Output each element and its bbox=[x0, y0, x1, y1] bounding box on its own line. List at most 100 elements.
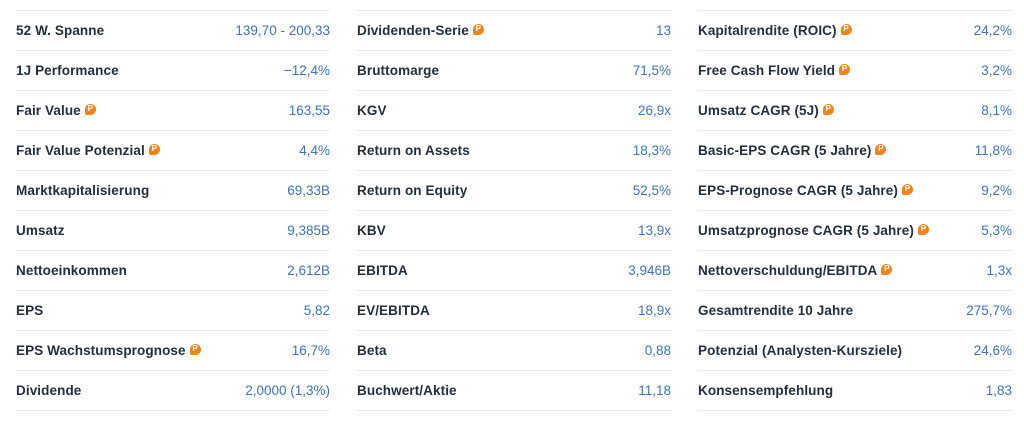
metric-value: 9,385B bbox=[287, 223, 330, 238]
metric-value: 26,9x bbox=[637, 103, 671, 118]
metric-label: Nettoverschuldung/EBITDA P bbox=[698, 263, 893, 278]
metric-label: Kapitalrendite (ROIC) P bbox=[698, 23, 852, 38]
metric-row: Umsatzprognose CAGR (5 Jahre) P 5,3% bbox=[698, 211, 1012, 251]
metric-row: Marktkapitalisierung 69,33B bbox=[16, 171, 330, 211]
metric-label: Marktkapitalisierung bbox=[16, 183, 150, 198]
pro-badge-icon[interactable]: P bbox=[917, 223, 929, 235]
metric-row: Free Cash Flow Yield P 3,2% bbox=[698, 51, 1012, 91]
metric-row: Gesamtrendite 10 Jahre 275,7% bbox=[698, 291, 1012, 331]
pro-badge-icon[interactable]: P bbox=[840, 23, 852, 35]
metrics-column-1: 52 W. Spanne 139,70 - 200,33 1J Performa… bbox=[16, 10, 330, 411]
metric-value: 1,83 bbox=[985, 383, 1012, 398]
metric-value: 24,6% bbox=[973, 343, 1012, 358]
metric-value: 16,7% bbox=[291, 343, 330, 358]
metric-value: 9,2% bbox=[981, 183, 1012, 198]
metric-row: EV/EBITDA 18,9x bbox=[357, 291, 671, 331]
pro-badge-icon[interactable]: P bbox=[875, 143, 887, 155]
metric-value: 3,2% bbox=[981, 63, 1012, 78]
metric-row: EPS-Prognose CAGR (5 Jahre) P 9,2% bbox=[698, 171, 1012, 211]
metric-row: Fair Value P 163,55 bbox=[16, 91, 330, 131]
metric-value: 18,3% bbox=[632, 143, 671, 158]
metric-label: Fair Value Potenzial P bbox=[16, 143, 160, 158]
metric-value: 275,7% bbox=[966, 303, 1012, 318]
metric-row: EBITDA 3,946B bbox=[357, 251, 671, 291]
metric-value: 163,55 bbox=[288, 103, 330, 118]
metric-label: EPS bbox=[16, 303, 44, 318]
pro-badge-icon[interactable]: P bbox=[822, 103, 834, 115]
metric-label: Konsensempfehlung bbox=[698, 383, 834, 398]
metric-value: 5,3% bbox=[981, 223, 1012, 238]
metric-label: EPS-Prognose CAGR (5 Jahre) P bbox=[698, 183, 913, 198]
metric-value: 5,82 bbox=[303, 303, 330, 318]
metric-value: 13,9x bbox=[637, 223, 671, 238]
metric-row: Buchwert/Aktie 11,18 bbox=[357, 371, 671, 411]
metric-row: Nettoeinkommen 2,612B bbox=[16, 251, 330, 291]
metric-label: EPS Wachstumsprognose P bbox=[16, 343, 201, 358]
metric-value: 71,5% bbox=[632, 63, 671, 78]
pro-badge-icon[interactable]: P bbox=[881, 263, 893, 275]
metric-value: 3,946B bbox=[628, 263, 671, 278]
metric-row: Umsatz CAGR (5J) P 8,1% bbox=[698, 91, 1012, 131]
metric-label: 1J Performance bbox=[16, 63, 119, 78]
metric-value: 24,2% bbox=[973, 23, 1012, 38]
metric-label: Umsatzprognose CAGR (5 Jahre) P bbox=[698, 223, 929, 238]
metric-row: Potenzial (Analysten-Kursziele) 24,6% bbox=[698, 331, 1012, 371]
metric-row: Beta 0,88 bbox=[357, 331, 671, 371]
metric-label: KGV bbox=[357, 103, 387, 118]
metric-row: EPS 5,82 bbox=[16, 291, 330, 331]
pro-badge-icon[interactable]: P bbox=[902, 183, 913, 195]
metric-row: Konsensempfehlung 1,83 bbox=[698, 371, 1012, 411]
metric-row: 1J Performance −12,4% bbox=[16, 51, 330, 91]
metrics-column-3: Kapitalrendite (ROIC) P 24,2% Free Cash F… bbox=[698, 10, 1012, 411]
metric-label: 52 W. Spanne bbox=[16, 23, 105, 38]
metric-value: 139,70 - 200,33 bbox=[235, 23, 330, 38]
metric-value: 2,612B bbox=[287, 263, 330, 278]
metric-value: 52,5% bbox=[632, 183, 671, 198]
metric-row: Return on Equity 52,5% bbox=[357, 171, 671, 211]
metric-label: Dividenden-Serie P bbox=[357, 23, 484, 38]
metric-label: Nettoeinkommen bbox=[16, 263, 127, 278]
metric-row: Return on Assets 18,3% bbox=[357, 131, 671, 171]
pro-badge-icon[interactable]: P bbox=[148, 143, 160, 155]
pro-badge-icon[interactable]: P bbox=[839, 63, 851, 75]
metric-value: 0,88 bbox=[644, 343, 671, 358]
metric-value: 18,9x bbox=[637, 303, 671, 318]
metric-label: KBV bbox=[357, 223, 386, 238]
metric-label: Basic-EPS CAGR (5 Jahre) P bbox=[698, 143, 887, 158]
metric-row: Dividende 2,0000 (1,3%) bbox=[16, 371, 330, 411]
metric-row: Fair Value Potenzial P 4,4% bbox=[16, 131, 330, 171]
metric-row: Basic-EPS CAGR (5 Jahre) P 11,8% bbox=[698, 131, 1012, 171]
metric-value: 2,0000 (1,3%) bbox=[245, 383, 330, 398]
metric-row: 52 W. Spanne 139,70 - 200,33 bbox=[16, 11, 330, 51]
metric-row: Nettoverschuldung/EBITDA P 1,3x bbox=[698, 251, 1012, 291]
metric-value: 11,18 bbox=[638, 383, 671, 398]
metric-row: Dividenden-Serie P 13 bbox=[357, 11, 671, 51]
metric-label: Dividende bbox=[16, 383, 82, 398]
metric-label: Fair Value P bbox=[16, 103, 96, 118]
metric-value: 4,4% bbox=[299, 143, 330, 158]
key-metrics-panel: 52 W. Spanne 139,70 - 200,33 1J Performa… bbox=[16, 10, 1012, 411]
metric-value: 1,3x bbox=[986, 263, 1012, 278]
metric-row: Kapitalrendite (ROIC) P 24,2% bbox=[698, 11, 1012, 51]
metric-label: Return on Equity bbox=[357, 183, 468, 198]
metric-label: EV/EBITDA bbox=[357, 303, 430, 318]
metric-value: 69,33B bbox=[287, 183, 330, 198]
metric-row: EPS Wachstumsprognose P 16,7% bbox=[16, 331, 330, 371]
metric-label: Umsatz bbox=[16, 223, 65, 238]
pro-badge-icon[interactable]: P bbox=[84, 103, 96, 115]
pro-badge-icon[interactable]: P bbox=[472, 23, 484, 35]
metric-value: 8,1% bbox=[981, 103, 1012, 118]
metric-label: Beta bbox=[357, 343, 387, 358]
metric-row: Bruttomarge 71,5% bbox=[357, 51, 671, 91]
pro-badge-icon[interactable]: P bbox=[189, 343, 201, 355]
metric-label: Buchwert/Aktie bbox=[357, 383, 457, 398]
metric-label: Gesamtrendite 10 Jahre bbox=[698, 303, 854, 318]
metric-row: KGV 26,9x bbox=[357, 91, 671, 131]
metric-label: Return on Assets bbox=[357, 143, 470, 158]
metric-row: Umsatz 9,385B bbox=[16, 211, 330, 251]
metric-label: Free Cash Flow Yield P bbox=[698, 63, 851, 78]
metric-label: Bruttomarge bbox=[357, 63, 440, 78]
metric-label: Umsatz CAGR (5J) P bbox=[698, 103, 834, 118]
metric-label: EBITDA bbox=[357, 263, 408, 278]
metric-value: 13 bbox=[655, 23, 671, 38]
